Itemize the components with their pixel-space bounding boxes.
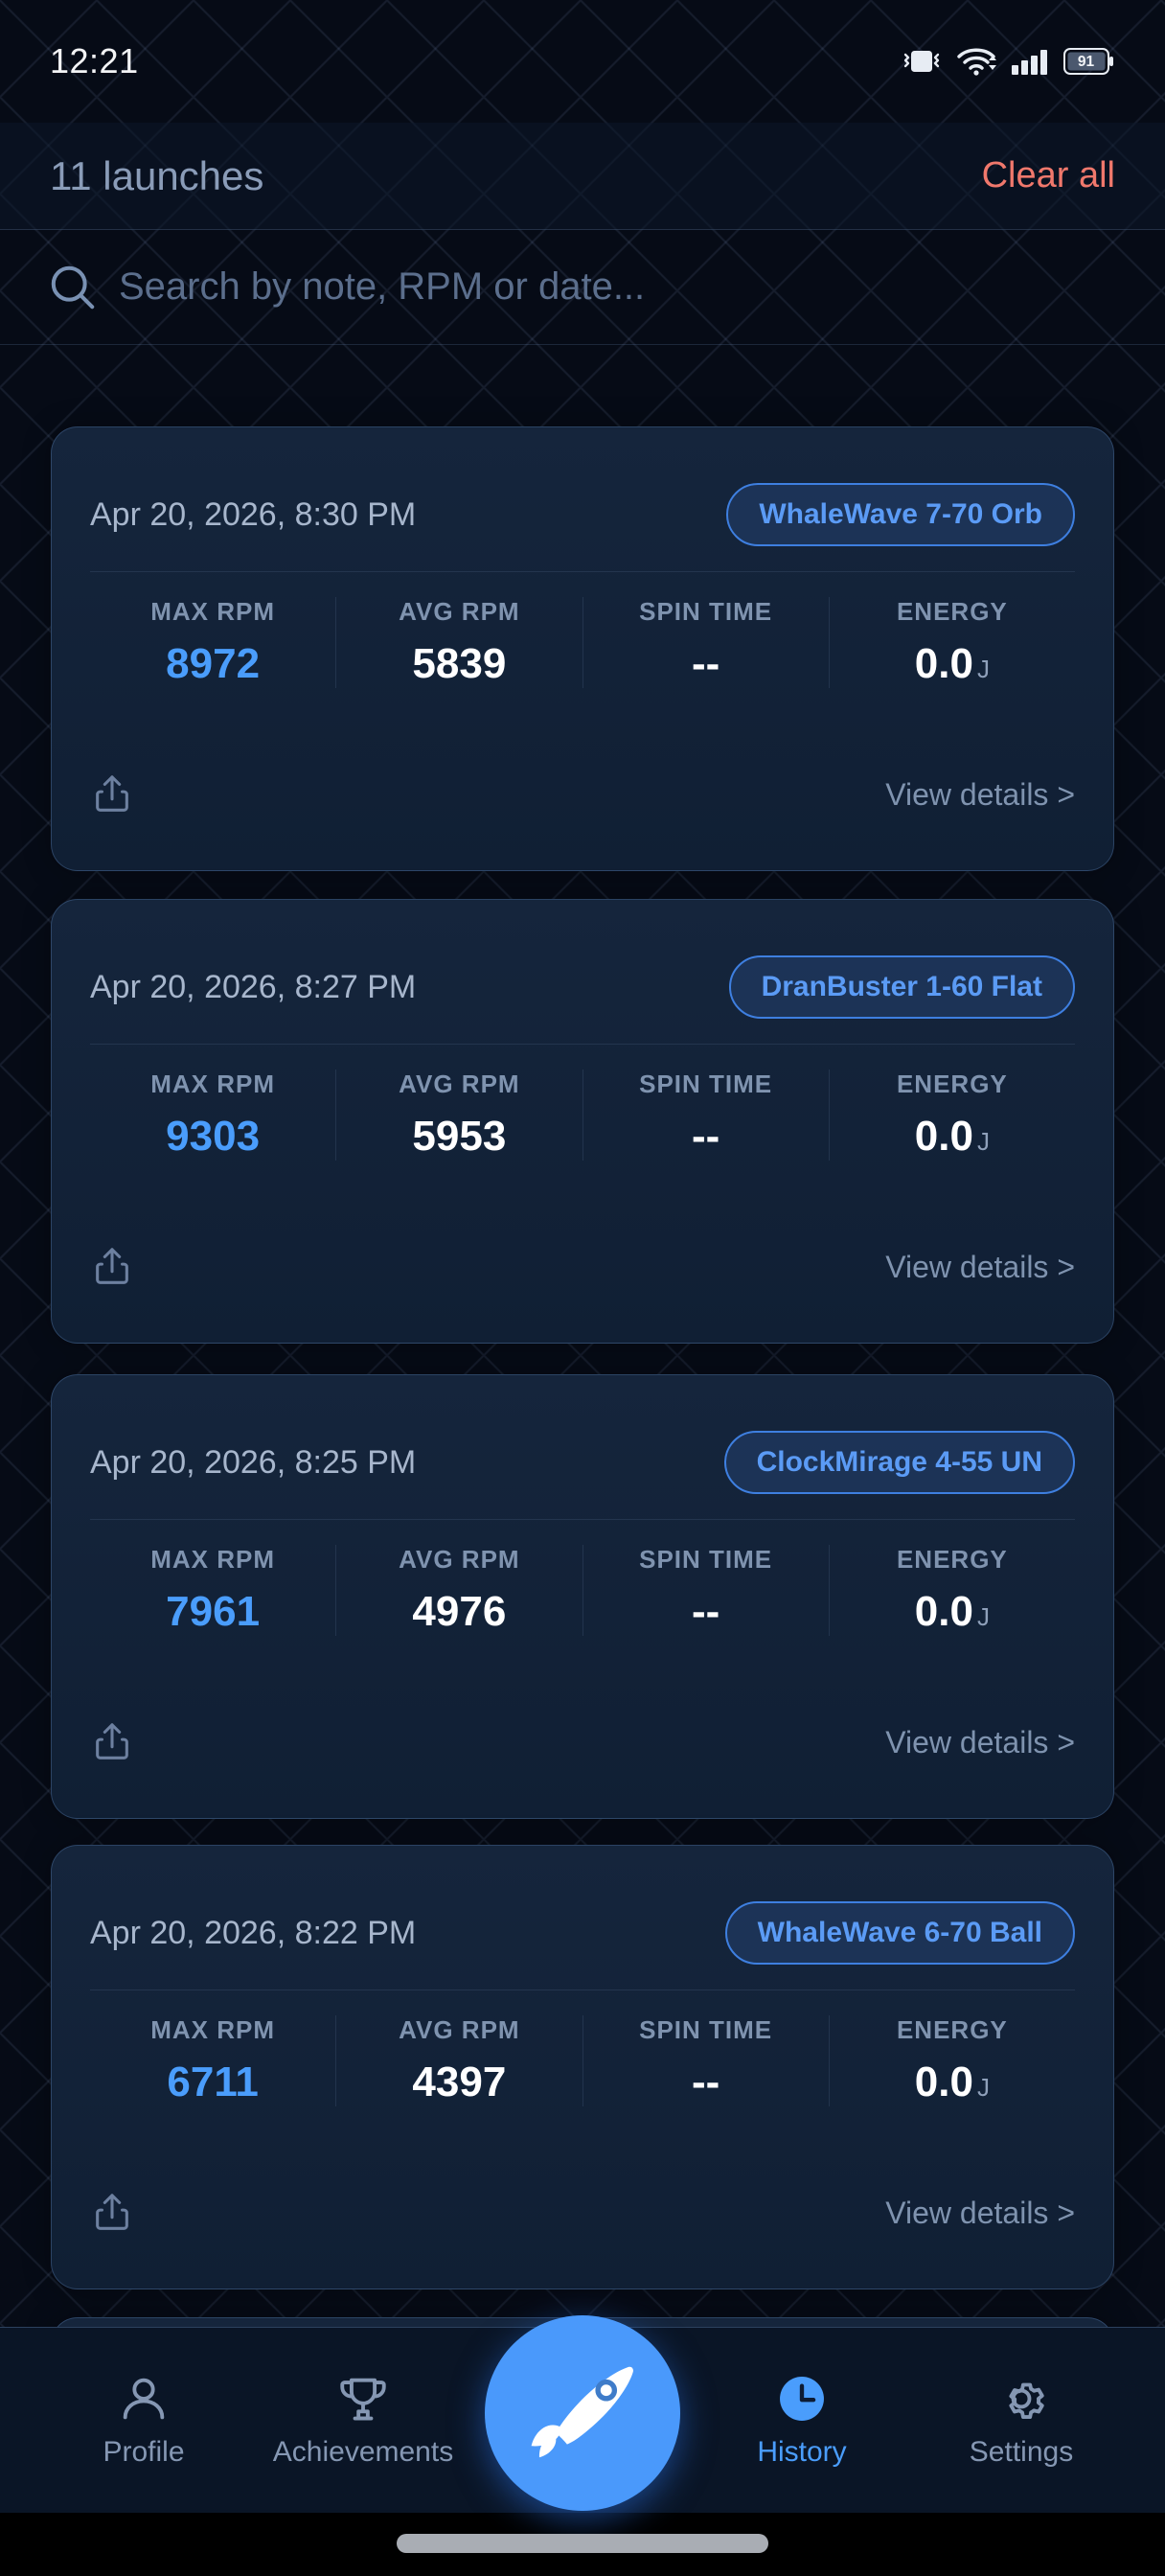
svg-text:91: 91 — [1078, 54, 1095, 70]
